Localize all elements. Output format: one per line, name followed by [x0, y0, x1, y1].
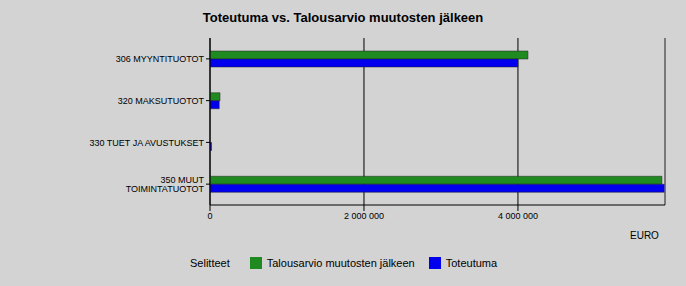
- svg-text:0: 0: [207, 211, 212, 221]
- html-text:Toteutuma: Toteutuma: [445, 257, 498, 269]
- svg-text:2 000 000: 2 000 000: [344, 211, 384, 221]
- html-text:EURO: EURO: [630, 230, 659, 241]
- html-text:Talousarvio muutosten jälkeen: Talousarvio muutosten jälkeen: [266, 257, 415, 269]
- html-text:Selitteet: Selitteet: [190, 257, 230, 269]
- svg-text:306 MYYNTITUOTOT: 306 MYYNTITUOTOT: [116, 54, 205, 64]
- svg-text:350 MUUTTOIMINTATUOTOT: 350 MUUTTOIMINTATUOTOT: [126, 175, 205, 194]
- svg-text:4 000 000: 4 000 000: [498, 211, 538, 221]
- svg-text:330 TUET JA AVUSTUKSET: 330 TUET JA AVUSTUKSET: [89, 138, 204, 148]
- svg-text:320 MAKSUTUOTOT: 320 MAKSUTUOTOT: [118, 96, 205, 106]
- html-text:Toteutuma vs. Talousarvio muut: Toteutuma vs. Talousarvio muutosten jälk…: [202, 10, 484, 25]
